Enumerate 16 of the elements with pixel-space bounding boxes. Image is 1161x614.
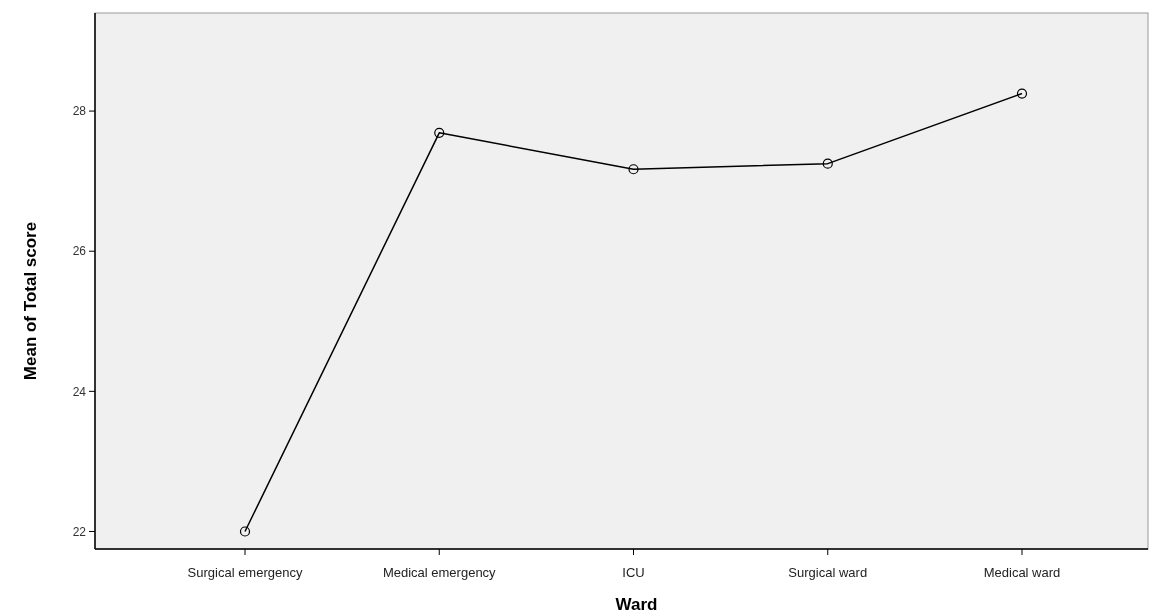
x-tick-label: Medical emergency bbox=[382, 565, 497, 580]
point bbox=[239, 526, 251, 537]
x-axis-title: Ward bbox=[615, 595, 658, 614]
point bbox=[628, 164, 639, 175]
x-tick-label: Medical ward bbox=[983, 565, 1061, 580]
y-tick-label: 22 bbox=[72, 524, 87, 539]
y-axis-title: Mean of Total score bbox=[21, 221, 40, 381]
x-tick-label: Surgical emergency bbox=[187, 565, 303, 580]
point bbox=[434, 127, 445, 138]
y-tick-label: 26 bbox=[72, 244, 87, 259]
y-tick-label: 28 bbox=[72, 104, 87, 119]
point bbox=[822, 158, 833, 169]
x-tick-label: Surgical ward bbox=[788, 565, 868, 580]
point bbox=[1016, 88, 1028, 99]
y-tick-label: 24 bbox=[72, 384, 87, 399]
x-tick-label: ICU bbox=[622, 565, 645, 580]
